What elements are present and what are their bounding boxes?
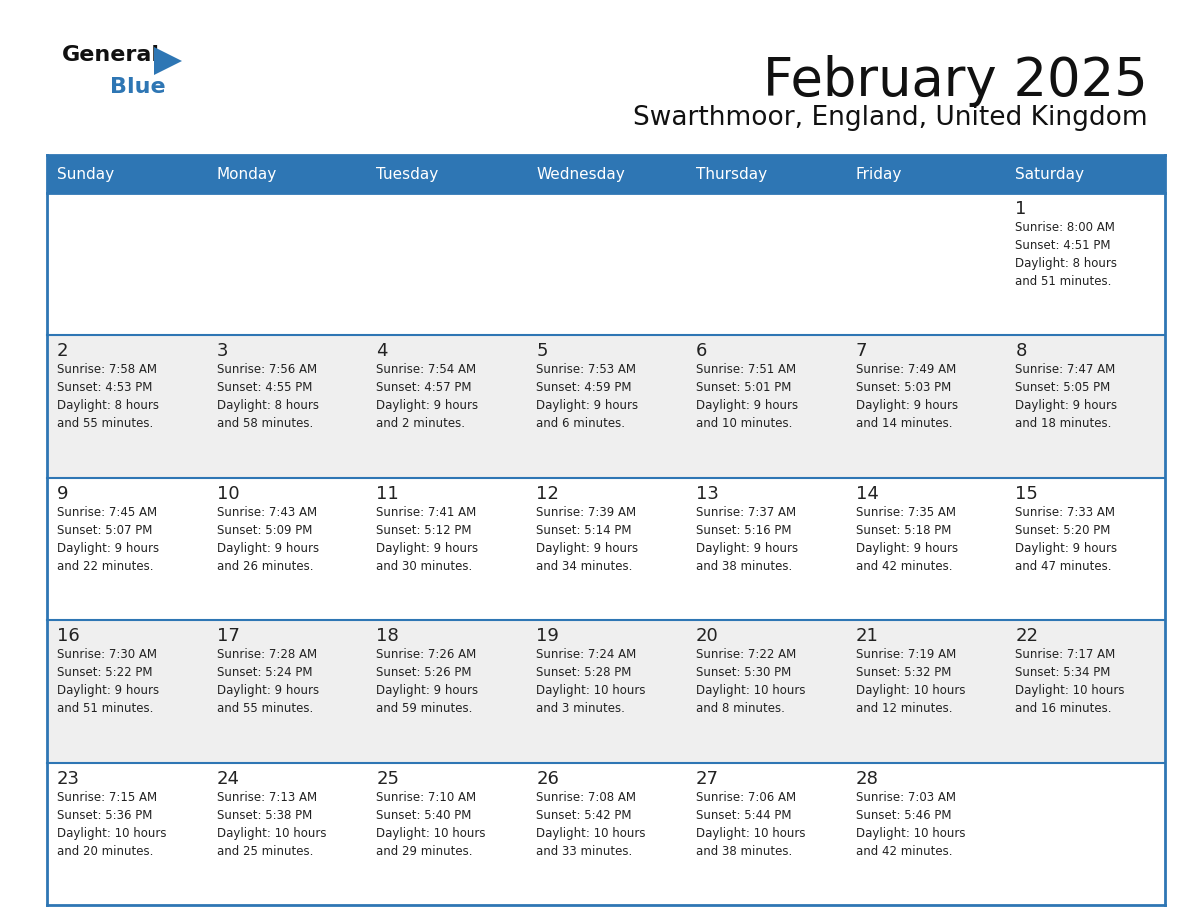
Text: Monday: Monday	[216, 166, 277, 182]
Text: 18: 18	[377, 627, 399, 645]
Text: Sunrise: 7:08 AM
Sunset: 5:42 PM
Daylight: 10 hours
and 33 minutes.: Sunrise: 7:08 AM Sunset: 5:42 PM Dayligh…	[536, 790, 645, 857]
Text: 26: 26	[536, 769, 560, 788]
Text: 4: 4	[377, 342, 388, 361]
Text: 1: 1	[1016, 200, 1026, 218]
Bar	[48, 763, 1165, 905]
Text: Sunrise: 7:06 AM
Sunset: 5:44 PM
Daylight: 10 hours
and 38 minutes.: Sunrise: 7:06 AM Sunset: 5:44 PM Dayligh…	[696, 790, 805, 857]
Text: Sunrise: 7:49 AM
Sunset: 5:03 PM
Daylight: 9 hours
and 14 minutes.: Sunrise: 7:49 AM Sunset: 5:03 PM Dayligh…	[855, 364, 958, 431]
Text: 23: 23	[57, 769, 80, 788]
Text: Tuesday: Tuesday	[377, 166, 438, 182]
Text: Sunrise: 7:33 AM
Sunset: 5:20 PM
Daylight: 9 hours
and 47 minutes.: Sunrise: 7:33 AM Sunset: 5:20 PM Dayligh…	[1016, 506, 1118, 573]
Text: 3: 3	[216, 342, 228, 361]
Text: Saturday: Saturday	[1016, 166, 1085, 182]
Text: Sunrise: 7:10 AM
Sunset: 5:40 PM
Daylight: 10 hours
and 29 minutes.: Sunrise: 7:10 AM Sunset: 5:40 PM Dayligh…	[377, 790, 486, 857]
Text: February 2025: February 2025	[763, 55, 1148, 107]
Bar	[48, 621, 1165, 763]
Text: Swarthmoor, England, United Kingdom: Swarthmoor, England, United Kingdom	[633, 105, 1148, 131]
Text: Sunrise: 7:39 AM
Sunset: 5:14 PM
Daylight: 9 hours
and 34 minutes.: Sunrise: 7:39 AM Sunset: 5:14 PM Dayligh…	[536, 506, 638, 573]
Text: Sunrise: 7:45 AM
Sunset: 5:07 PM
Daylight: 9 hours
and 22 minutes.: Sunrise: 7:45 AM Sunset: 5:07 PM Dayligh…	[57, 506, 159, 573]
Text: Sunrise: 7:13 AM
Sunset: 5:38 PM
Daylight: 10 hours
and 25 minutes.: Sunrise: 7:13 AM Sunset: 5:38 PM Dayligh…	[216, 790, 327, 857]
Text: Sunrise: 7:26 AM
Sunset: 5:26 PM
Daylight: 9 hours
and 59 minutes.: Sunrise: 7:26 AM Sunset: 5:26 PM Dayligh…	[377, 648, 479, 715]
Text: 10: 10	[216, 485, 239, 503]
Text: 17: 17	[216, 627, 240, 645]
Text: Sunrise: 7:37 AM
Sunset: 5:16 PM
Daylight: 9 hours
and 38 minutes.: Sunrise: 7:37 AM Sunset: 5:16 PM Dayligh…	[696, 506, 798, 573]
Text: Sunrise: 7:15 AM
Sunset: 5:36 PM
Daylight: 10 hours
and 20 minutes.: Sunrise: 7:15 AM Sunset: 5:36 PM Dayligh…	[57, 790, 166, 857]
Text: 5: 5	[536, 342, 548, 361]
Text: Sunrise: 7:53 AM
Sunset: 4:59 PM
Daylight: 9 hours
and 6 minutes.: Sunrise: 7:53 AM Sunset: 4:59 PM Dayligh…	[536, 364, 638, 431]
Text: Sunrise: 8:00 AM
Sunset: 4:51 PM
Daylight: 8 hours
and 51 minutes.: Sunrise: 8:00 AM Sunset: 4:51 PM Dayligh…	[1016, 221, 1117, 288]
Text: Sunday: Sunday	[57, 166, 114, 182]
Text: Sunrise: 7:56 AM
Sunset: 4:55 PM
Daylight: 8 hours
and 58 minutes.: Sunrise: 7:56 AM Sunset: 4:55 PM Dayligh…	[216, 364, 318, 431]
Polygon shape	[154, 47, 182, 75]
Text: 13: 13	[696, 485, 719, 503]
Text: 15: 15	[1016, 485, 1038, 503]
Bar	[526, 155, 685, 193]
Text: Sunrise: 7:24 AM
Sunset: 5:28 PM
Daylight: 10 hours
and 3 minutes.: Sunrise: 7:24 AM Sunset: 5:28 PM Dayligh…	[536, 648, 645, 715]
Bar	[48, 155, 207, 193]
Text: Sunrise: 7:41 AM
Sunset: 5:12 PM
Daylight: 9 hours
and 30 minutes.: Sunrise: 7:41 AM Sunset: 5:12 PM Dayligh…	[377, 506, 479, 573]
Text: 21: 21	[855, 627, 878, 645]
Text: 20: 20	[696, 627, 719, 645]
Text: 12: 12	[536, 485, 560, 503]
Bar	[685, 155, 846, 193]
Text: Sunrise: 7:17 AM
Sunset: 5:34 PM
Daylight: 10 hours
and 16 minutes.: Sunrise: 7:17 AM Sunset: 5:34 PM Dayligh…	[1016, 648, 1125, 715]
Text: Sunrise: 7:43 AM
Sunset: 5:09 PM
Daylight: 9 hours
and 26 minutes.: Sunrise: 7:43 AM Sunset: 5:09 PM Dayligh…	[216, 506, 318, 573]
Text: 16: 16	[57, 627, 80, 645]
Text: 19: 19	[536, 627, 560, 645]
Bar	[1005, 155, 1165, 193]
Text: 7: 7	[855, 342, 867, 361]
Text: 14: 14	[855, 485, 878, 503]
Bar	[366, 155, 526, 193]
Bar	[846, 155, 1005, 193]
Text: Friday: Friday	[855, 166, 902, 182]
Text: Sunrise: 7:47 AM
Sunset: 5:05 PM
Daylight: 9 hours
and 18 minutes.: Sunrise: 7:47 AM Sunset: 5:05 PM Dayligh…	[1016, 364, 1118, 431]
Text: Sunrise: 7:22 AM
Sunset: 5:30 PM
Daylight: 10 hours
and 8 minutes.: Sunrise: 7:22 AM Sunset: 5:30 PM Dayligh…	[696, 648, 805, 715]
Text: Sunrise: 7:51 AM
Sunset: 5:01 PM
Daylight: 9 hours
and 10 minutes.: Sunrise: 7:51 AM Sunset: 5:01 PM Dayligh…	[696, 364, 798, 431]
Text: Sunrise: 7:03 AM
Sunset: 5:46 PM
Daylight: 10 hours
and 42 minutes.: Sunrise: 7:03 AM Sunset: 5:46 PM Dayligh…	[855, 790, 965, 857]
Text: 25: 25	[377, 769, 399, 788]
Text: Blue: Blue	[110, 77, 165, 97]
Text: Sunrise: 7:58 AM
Sunset: 4:53 PM
Daylight: 8 hours
and 55 minutes.: Sunrise: 7:58 AM Sunset: 4:53 PM Dayligh…	[57, 364, 159, 431]
Bar	[48, 193, 1165, 335]
Text: 22: 22	[1016, 627, 1038, 645]
Text: Wednesday: Wednesday	[536, 166, 625, 182]
Text: General: General	[62, 45, 160, 65]
Text: 11: 11	[377, 485, 399, 503]
Bar	[48, 477, 1165, 621]
Text: Sunrise: 7:54 AM
Sunset: 4:57 PM
Daylight: 9 hours
and 2 minutes.: Sunrise: 7:54 AM Sunset: 4:57 PM Dayligh…	[377, 364, 479, 431]
Text: Sunrise: 7:35 AM
Sunset: 5:18 PM
Daylight: 9 hours
and 42 minutes.: Sunrise: 7:35 AM Sunset: 5:18 PM Dayligh…	[855, 506, 958, 573]
Text: 24: 24	[216, 769, 240, 788]
Text: Sunrise: 7:19 AM
Sunset: 5:32 PM
Daylight: 10 hours
and 12 minutes.: Sunrise: 7:19 AM Sunset: 5:32 PM Dayligh…	[855, 648, 965, 715]
Text: 27: 27	[696, 769, 719, 788]
Text: 8: 8	[1016, 342, 1026, 361]
Bar	[48, 335, 1165, 477]
Text: 2: 2	[57, 342, 69, 361]
Text: 9: 9	[57, 485, 69, 503]
Bar	[207, 155, 366, 193]
Text: Thursday: Thursday	[696, 166, 767, 182]
Text: 6: 6	[696, 342, 707, 361]
Text: 28: 28	[855, 769, 878, 788]
Text: Sunrise: 7:28 AM
Sunset: 5:24 PM
Daylight: 9 hours
and 55 minutes.: Sunrise: 7:28 AM Sunset: 5:24 PM Dayligh…	[216, 648, 318, 715]
Text: Sunrise: 7:30 AM
Sunset: 5:22 PM
Daylight: 9 hours
and 51 minutes.: Sunrise: 7:30 AM Sunset: 5:22 PM Dayligh…	[57, 648, 159, 715]
